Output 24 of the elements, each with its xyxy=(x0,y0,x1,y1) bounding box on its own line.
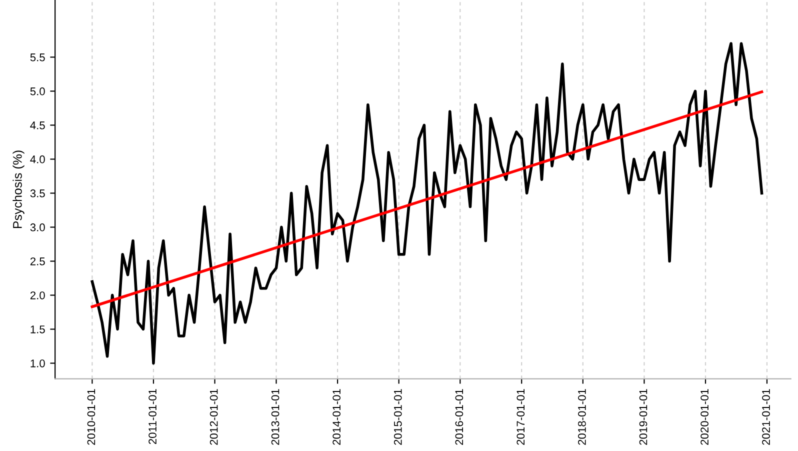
x-tick-label: 2020-01-01 xyxy=(700,389,708,445)
y-tick-label: 1.5 xyxy=(30,326,45,334)
y-tick-label: 2.0 xyxy=(30,291,45,300)
y-tick-label: 4.0 xyxy=(30,155,45,164)
x-tick-label: 2016-01-01 xyxy=(455,389,464,445)
line-series xyxy=(90,42,764,365)
y-tick-label: 3.0 xyxy=(30,223,45,232)
x-tick-label: 2015-01-01 xyxy=(394,389,402,445)
x-tick-label: 2021-01-01 xyxy=(762,389,770,445)
y-tick-label: 5.5 xyxy=(30,54,45,62)
x-tick-label: 2013-01-01 xyxy=(271,389,280,445)
y-axis-title: Psychosis (%) xyxy=(12,150,24,228)
x-tick-label: 2019-01-01 xyxy=(639,389,648,445)
y-tick-label: 5.0 xyxy=(30,87,45,96)
y-tick-label: 3.5 xyxy=(30,189,45,198)
y-tick-label: 1.0 xyxy=(30,359,45,368)
x-tick-label: 2012-01-01 xyxy=(210,389,218,445)
x-tick-label: 2010-01-01 xyxy=(87,389,96,445)
y-tick-label: 4.5 xyxy=(30,122,45,130)
x-tick-label: 2017-01-01 xyxy=(516,389,525,445)
x-tick-label: 2018-01-01 xyxy=(578,389,586,445)
y-tick-label: 2.5 xyxy=(30,257,45,266)
x-tick-label: 2011-01-01 xyxy=(148,389,156,444)
x-tick-label: 2014-01-01 xyxy=(332,389,341,445)
